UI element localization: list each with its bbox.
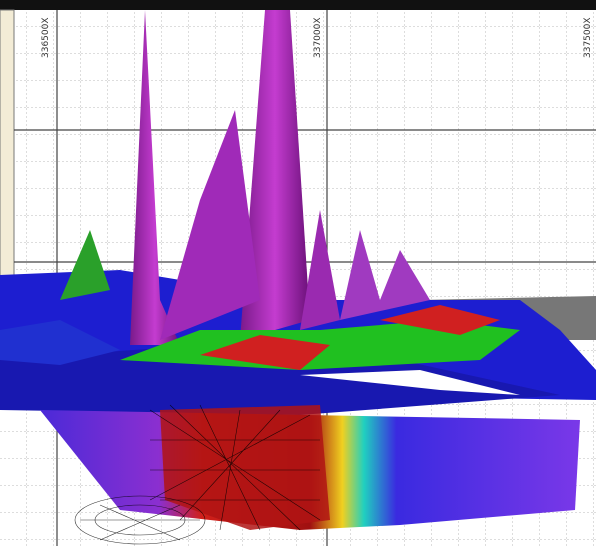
axis-label: 337500X <box>583 17 593 58</box>
axis-label: 337000X <box>313 17 323 58</box>
axis-label: 336500X <box>41 17 51 58</box>
surface-render <box>0 10 596 545</box>
top-bar <box>0 0 596 10</box>
